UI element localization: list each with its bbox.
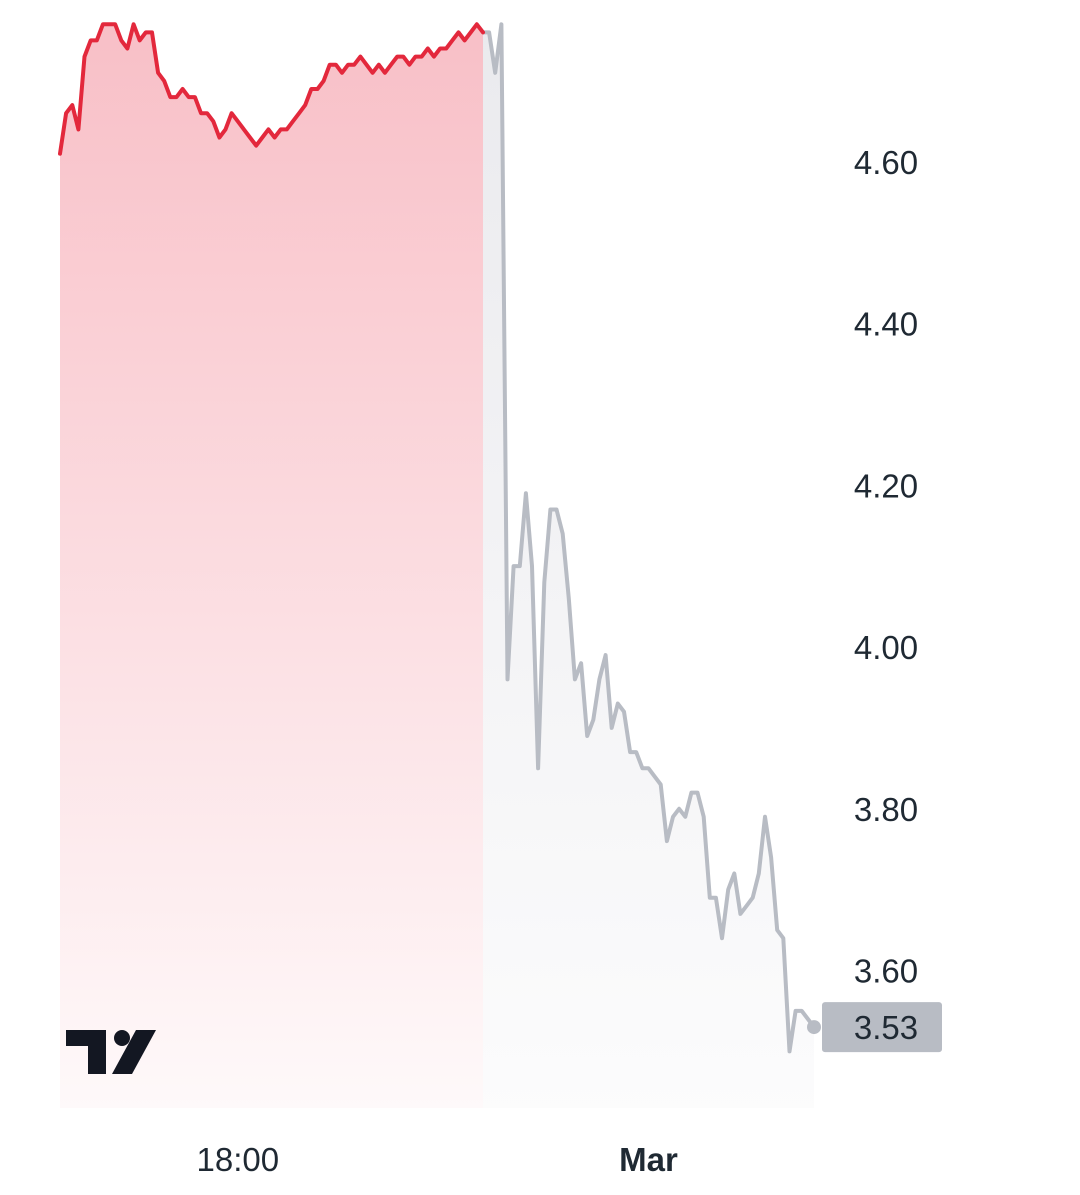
last-price-label-text: 3.53 — [854, 1009, 918, 1046]
inactive-series-line — [481, 22, 816, 1054]
y-tick-label: 4.60 — [854, 144, 918, 181]
y-tick-label: 3.60 — [854, 953, 918, 990]
y-tick-label: 4.40 — [854, 306, 918, 343]
y-tick-label: 4.00 — [854, 629, 918, 666]
last-price-label: 3.53 — [822, 1002, 942, 1053]
x-tick-label: 18:00 — [197, 1141, 280, 1178]
tradingview-logo-icon — [66, 1030, 156, 1074]
x-tick-label: Mar — [619, 1141, 678, 1178]
inactive-area-fill — [483, 24, 814, 1108]
y-tick-label: 3.80 — [854, 791, 918, 828]
y-axis: 4.60 4.40 4.20 4.00 3.80 3.60 — [854, 144, 918, 990]
series-line-layer — [58, 22, 821, 1054]
y-tick-label: 4.20 — [854, 467, 918, 504]
active-series-line — [58, 22, 485, 156]
last-point-marker — [807, 1020, 821, 1035]
x-axis: 18:00 Mar — [197, 1141, 678, 1178]
active-area-fill — [60, 24, 483, 1108]
last-price-label-background — [822, 1002, 942, 1053]
area-fill-layer — [60, 24, 814, 1108]
